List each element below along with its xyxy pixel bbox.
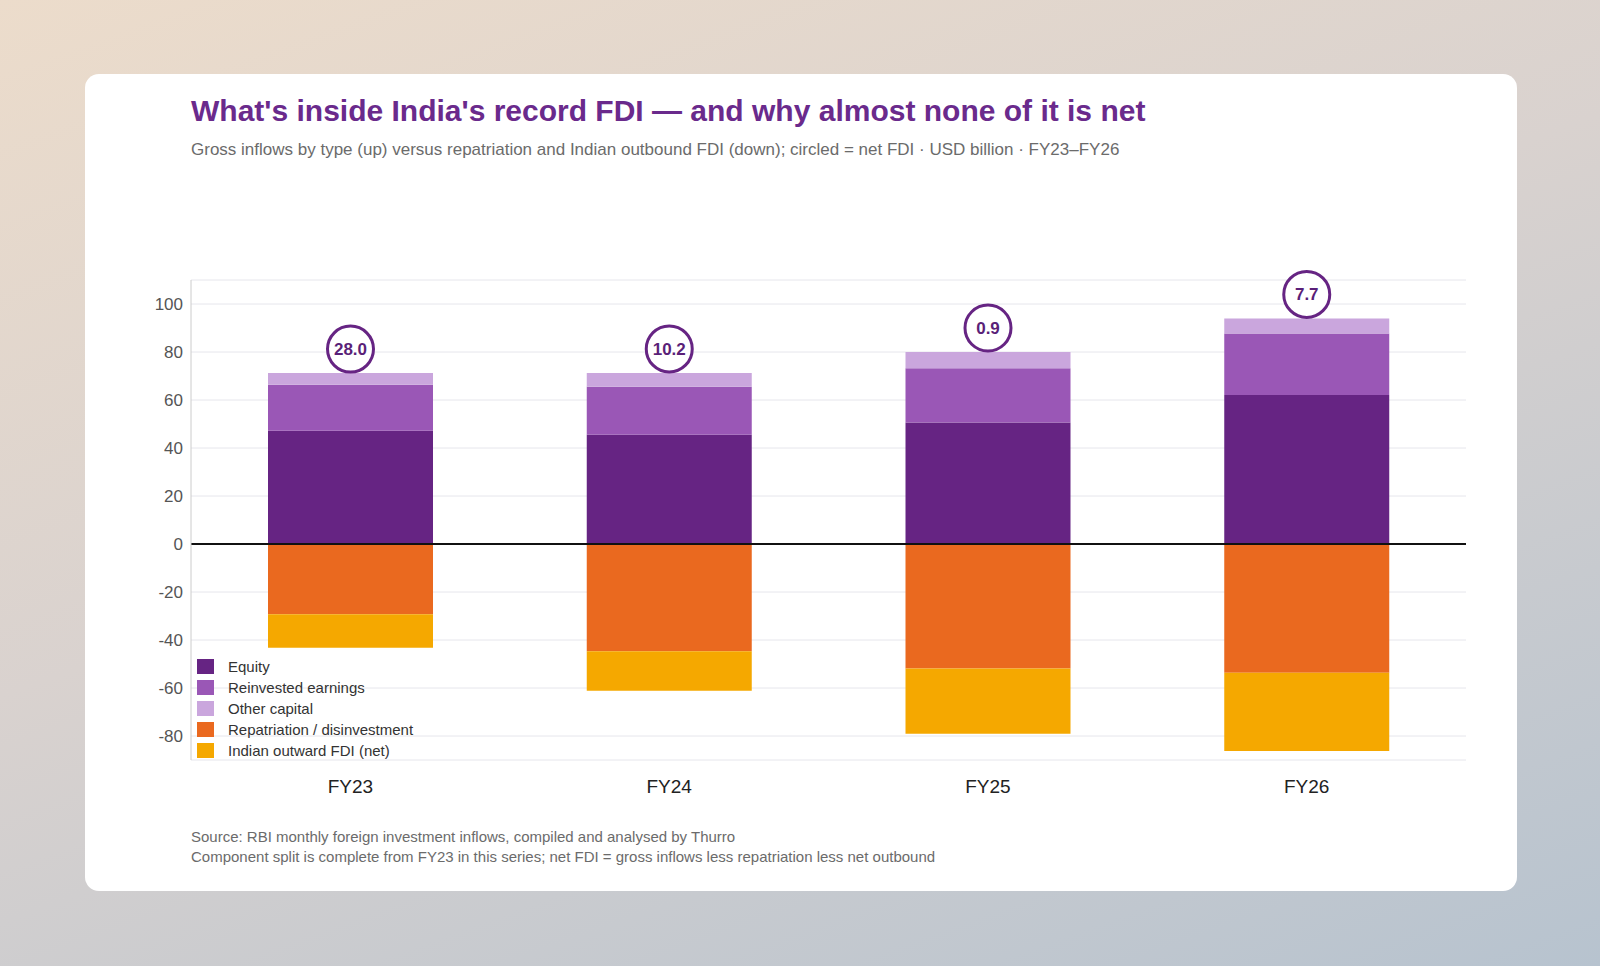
svg-text:-80: -80 xyxy=(158,727,183,746)
svg-text:28.0: 28.0 xyxy=(334,340,367,359)
svg-text:-60: -60 xyxy=(158,679,183,698)
svg-text:20: 20 xyxy=(164,487,183,506)
svg-text:FY25: FY25 xyxy=(965,776,1010,797)
html-text:What's inside India's record F: What's inside India's record FDI — and w… xyxy=(191,94,1146,127)
svg-text:0: 0 xyxy=(174,535,183,554)
svg-text:80: 80 xyxy=(164,343,183,362)
svg-text:-40: -40 xyxy=(158,631,183,650)
svg-text:40: 40 xyxy=(164,439,183,458)
svg-text:10.2: 10.2 xyxy=(653,340,686,359)
html-text:Other capital: Other capital xyxy=(228,700,313,717)
svg-text:60: 60 xyxy=(164,391,183,410)
html-text:Source: RBI monthly foreign in: Source: RBI monthly foreign investment i… xyxy=(191,828,736,845)
html-text:Gross inflows by type (up) ver: Gross inflows by type (up) versus repatr… xyxy=(191,140,1120,159)
html-text:Reinvested earnings: Reinvested earnings xyxy=(228,679,365,696)
svg-text:-20: -20 xyxy=(158,583,183,602)
svg-text:7.7: 7.7 xyxy=(1295,285,1319,304)
svg-text:FY26: FY26 xyxy=(1284,776,1329,797)
svg-text:100: 100 xyxy=(155,295,183,314)
html-text:Component split is complete fr: Component split is complete from FY23 in… xyxy=(191,848,936,865)
html-text:Indian outward FDI (net): Indian outward FDI (net) xyxy=(228,742,390,759)
svg-text:FY24: FY24 xyxy=(646,776,692,797)
html-text:Equity: Equity xyxy=(228,658,270,675)
svg-text:0.9: 0.9 xyxy=(976,319,1000,338)
html-text:Repatriation / disinvestment: Repatriation / disinvestment xyxy=(228,721,414,738)
svg-text:FY23: FY23 xyxy=(328,776,373,797)
